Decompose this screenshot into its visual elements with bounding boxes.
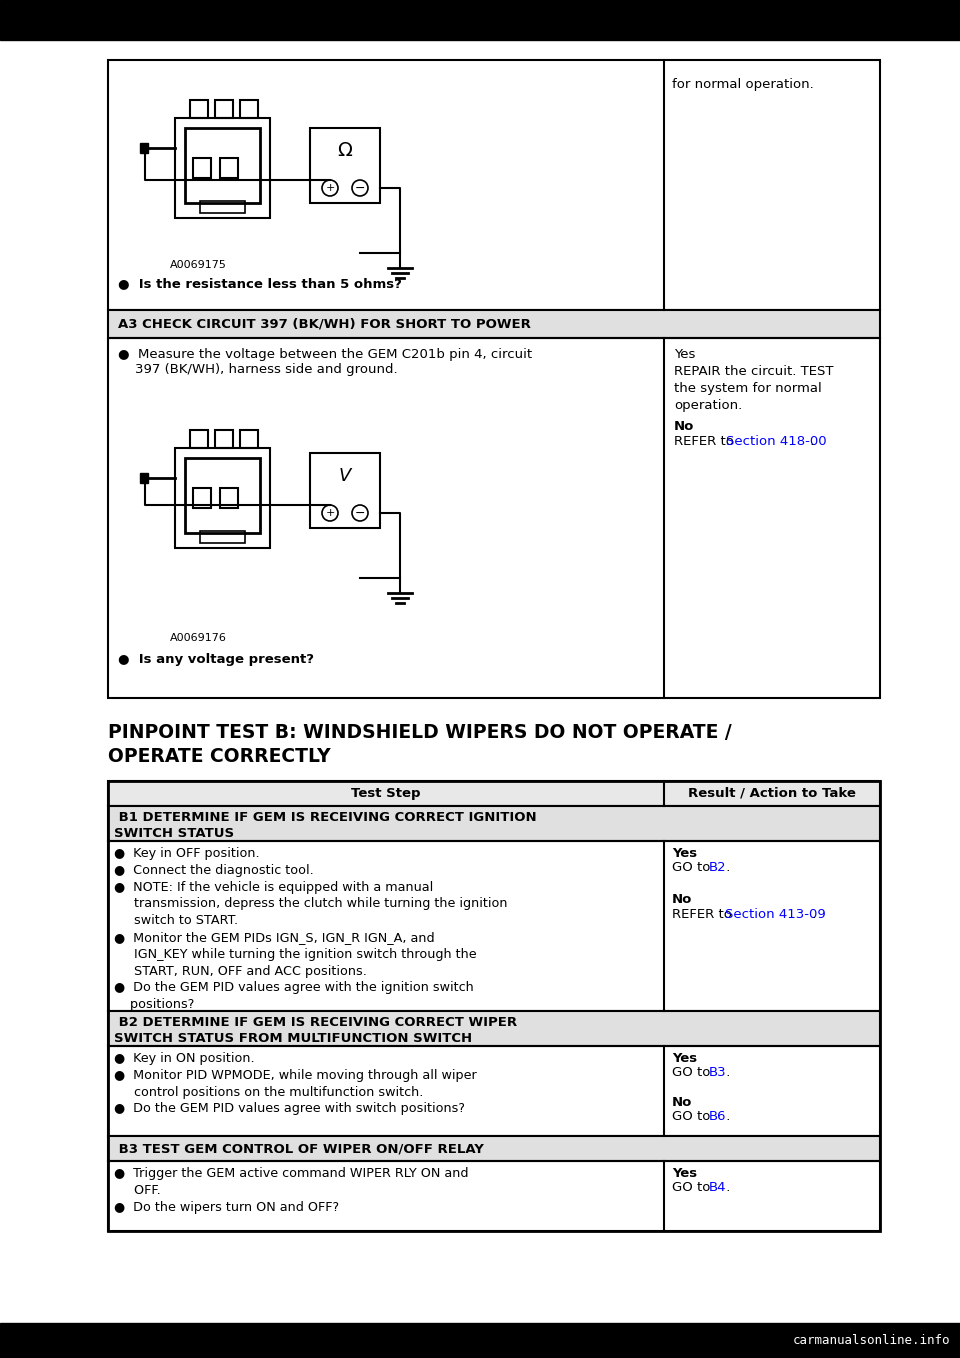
Text: B4: B4: [708, 1181, 727, 1194]
Bar: [220, 488, 238, 508]
Bar: [108, 1010, 880, 1046]
Text: ●  Measure the voltage between the GEM C201b pin 4, circuit
    397 (BK/WH), har: ● Measure the voltage between the GEM C2…: [118, 348, 532, 376]
Bar: [0, 0, 960, 39]
Text: Section 413-09: Section 413-09: [725, 909, 826, 921]
Bar: [193, 158, 211, 178]
Text: −: −: [355, 507, 365, 520]
Bar: [108, 781, 880, 1230]
Text: GO to: GO to: [672, 1066, 714, 1080]
Text: ●  Trigger the GEM active command WIPER RLY ON and
     OFF.
●  Do the wipers tu: ● Trigger the GEM active command WIPER R…: [114, 1167, 468, 1214]
Text: Yes: Yes: [672, 1167, 697, 1180]
Text: .: .: [722, 1109, 731, 1123]
Text: −: −: [355, 182, 365, 194]
Bar: [108, 781, 880, 807]
Text: ●  Is any voltage present?: ● Is any voltage present?: [118, 653, 314, 665]
Bar: [215, 430, 233, 448]
Bar: [108, 841, 880, 1010]
Text: Yes: Yes: [672, 847, 697, 860]
Text: carmanualsonline.info: carmanualsonline.info: [793, 1335, 950, 1347]
Text: No: No: [674, 420, 694, 433]
Text: .: .: [722, 1181, 731, 1194]
Bar: [108, 338, 880, 698]
Text: REFER to: REFER to: [672, 909, 736, 921]
Bar: [175, 118, 270, 219]
Bar: [175, 448, 270, 549]
Text: V: V: [339, 467, 351, 485]
Bar: [0, 1323, 960, 1358]
Bar: [108, 807, 880, 841]
Text: Section 418-00: Section 418-00: [726, 435, 827, 448]
Text: GO to: GO to: [672, 1109, 714, 1123]
Text: GO to: GO to: [672, 1181, 714, 1194]
Bar: [108, 1137, 880, 1161]
Text: for normal operation.: for normal operation.: [672, 77, 813, 91]
Text: PINPOINT TEST B: WINDSHIELD WIPERS DO NOT OPERATE /
OPERATE CORRECTLY: PINPOINT TEST B: WINDSHIELD WIPERS DO NO…: [108, 722, 732, 766]
Bar: [240, 100, 258, 118]
Bar: [108, 1161, 880, 1230]
Text: +: +: [325, 183, 335, 193]
Text: A0069176: A0069176: [170, 633, 227, 642]
Bar: [190, 100, 208, 118]
Bar: [108, 1046, 880, 1137]
Text: B1 DETERMINE IF GEM IS RECEIVING CORRECT IGNITION
SWITCH STATUS: B1 DETERMINE IF GEM IS RECEIVING CORRECT…: [114, 811, 537, 841]
Text: A3 CHECK CIRCUIT 397 (BK/WH) FOR SHORT TO POWER: A3 CHECK CIRCUIT 397 (BK/WH) FOR SHORT T…: [118, 318, 531, 330]
Text: No: No: [672, 894, 692, 906]
Text: B3 TEST GEM CONTROL OF WIPER ON/OFF RELAY: B3 TEST GEM CONTROL OF WIPER ON/OFF RELA…: [114, 1142, 484, 1156]
Bar: [190, 430, 208, 448]
Text: ●  Key in OFF position.
●  Connect the diagnostic tool.
●  NOTE: If the vehicle : ● Key in OFF position. ● Connect the dia…: [114, 847, 508, 1012]
Text: ●  Key in ON position.
●  Monitor PID WPMODE, while moving through all wiper
   : ● Key in ON position. ● Monitor PID WPMO…: [114, 1052, 477, 1115]
Text: B6: B6: [708, 1109, 727, 1123]
Bar: [200, 201, 245, 213]
Text: Result / Action to Take: Result / Action to Take: [688, 788, 856, 800]
Text: B2: B2: [708, 861, 727, 875]
Text: +: +: [325, 508, 335, 517]
Text: .: .: [722, 1066, 731, 1080]
Text: B3: B3: [708, 1066, 727, 1080]
Bar: [193, 488, 211, 508]
Bar: [140, 473, 148, 483]
Text: A0069175: A0069175: [170, 259, 227, 270]
Text: GO to: GO to: [672, 861, 714, 875]
Text: REFER to: REFER to: [674, 435, 738, 448]
Text: .: .: [808, 909, 816, 921]
Text: Yes
REPAIR the circuit. TEST
the system for normal
operation.: Yes REPAIR the circuit. TEST the system …: [674, 348, 833, 411]
Text: ●  Is the resistance less than 5 ohms?: ● Is the resistance less than 5 ohms?: [118, 277, 402, 291]
Text: Test Step: Test Step: [351, 788, 420, 800]
Bar: [215, 100, 233, 118]
Text: Yes: Yes: [672, 1052, 697, 1065]
Text: .: .: [805, 435, 814, 448]
Text: .: .: [722, 861, 731, 875]
Bar: [185, 458, 260, 532]
Bar: [200, 531, 245, 543]
Bar: [108, 60, 880, 310]
Text: B2 DETERMINE IF GEM IS RECEIVING CORRECT WIPER
SWITCH STATUS FROM MULTIFUNCTION : B2 DETERMINE IF GEM IS RECEIVING CORRECT…: [114, 1016, 517, 1046]
Bar: [185, 128, 260, 202]
Bar: [220, 158, 238, 178]
Bar: [140, 143, 148, 153]
Text: Ω: Ω: [338, 141, 352, 160]
Bar: [310, 454, 380, 528]
Bar: [240, 430, 258, 448]
Bar: [310, 128, 380, 202]
Text: No: No: [672, 1096, 692, 1109]
Bar: [108, 310, 880, 338]
